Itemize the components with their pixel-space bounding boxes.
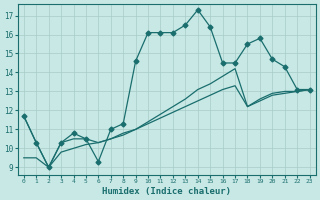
X-axis label: Humidex (Indice chaleur): Humidex (Indice chaleur) bbox=[102, 187, 231, 196]
